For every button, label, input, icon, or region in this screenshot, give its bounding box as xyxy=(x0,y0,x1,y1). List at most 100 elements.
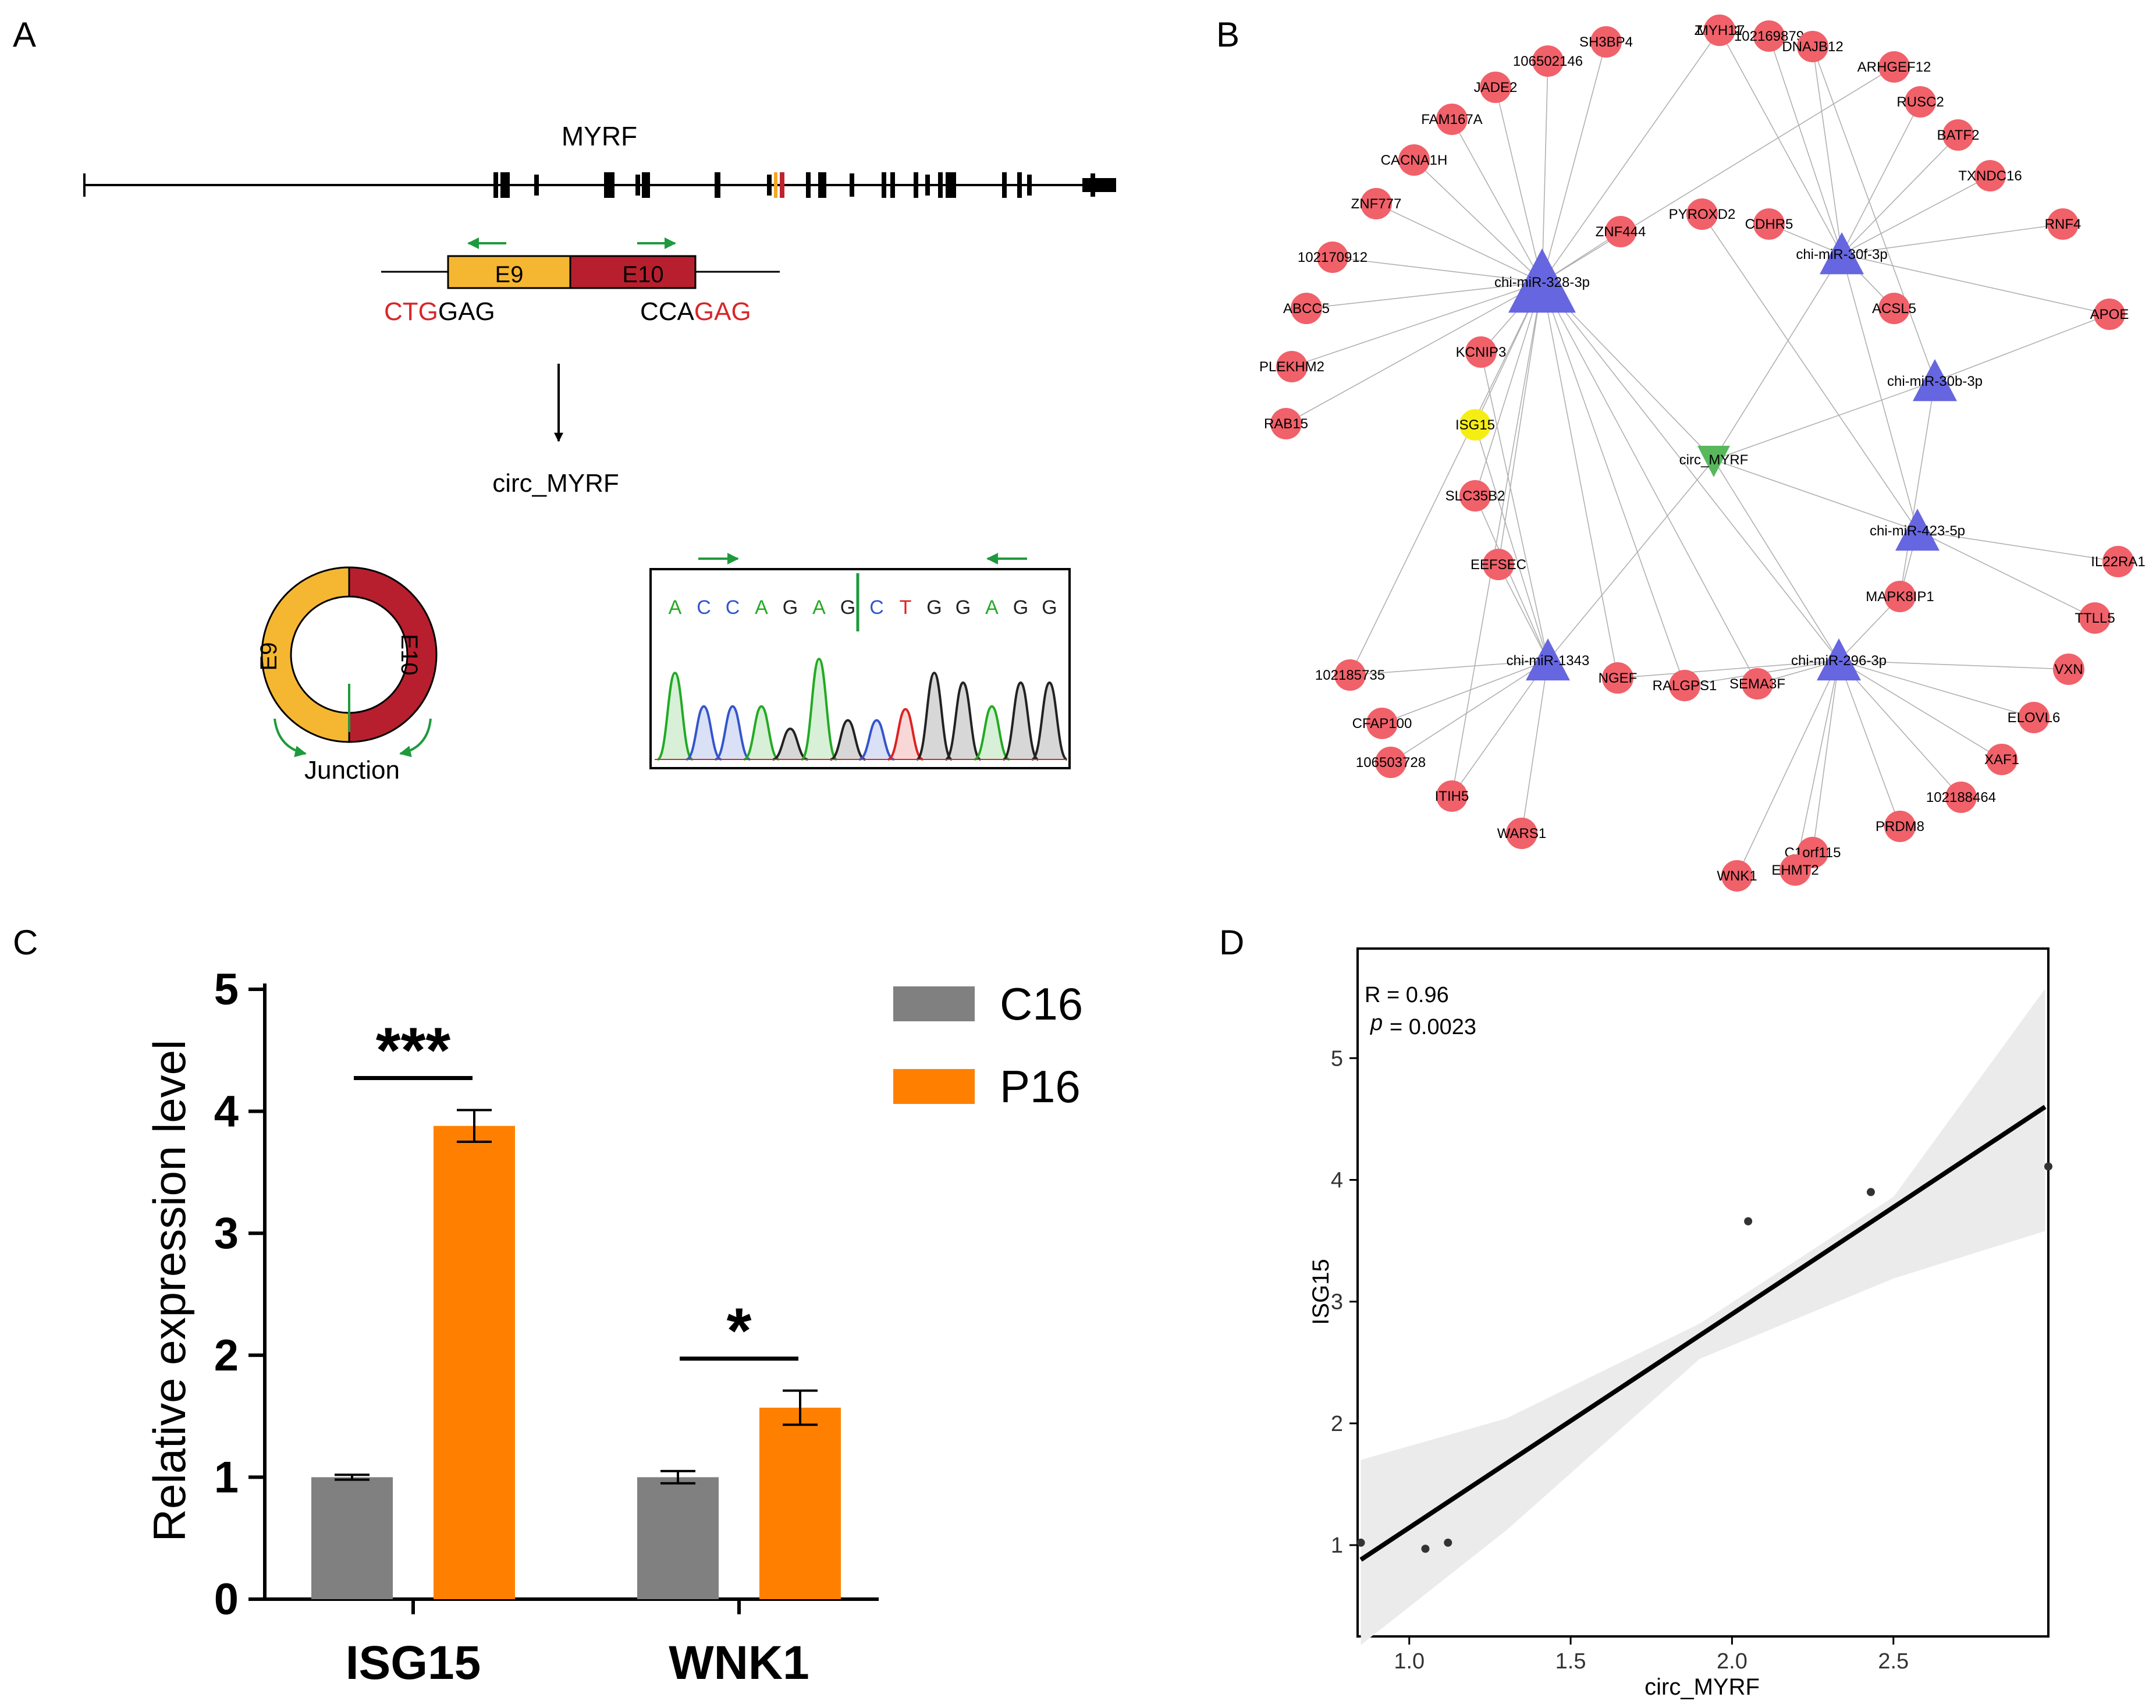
network-edge xyxy=(1390,660,1548,763)
panel-c: 0 1 2 3 4 5 Relative expression level ISG15 *** W… xyxy=(144,965,1083,1689)
gene-label: IL22RA1 xyxy=(2091,554,2145,570)
base-call: A xyxy=(985,596,999,619)
gene-label: 106502146 xyxy=(1513,54,1583,69)
significance-label: * xyxy=(727,1295,752,1367)
base-call: A xyxy=(755,596,768,619)
chrom-peak xyxy=(801,658,837,761)
base-call: G xyxy=(1013,596,1028,619)
base-call: G xyxy=(783,596,798,619)
mirna-label: chi-miR-30f-3p xyxy=(1796,247,1887,262)
gene-node xyxy=(1753,20,1785,52)
gene-node xyxy=(1669,670,1700,701)
seq-left-black: GAG xyxy=(438,297,495,326)
chrom-peak xyxy=(916,672,953,761)
network-edge xyxy=(1475,282,1543,496)
gene-node xyxy=(1605,216,1636,247)
gene-node xyxy=(2053,654,2084,685)
seq-right: CCAGAG xyxy=(640,297,751,326)
network-edge xyxy=(1812,46,1935,382)
network-edge xyxy=(1451,282,1543,797)
gene-node xyxy=(1753,208,1785,240)
network-edge xyxy=(1541,282,1758,684)
data-point xyxy=(1356,1538,1365,1547)
legend-label: P16 xyxy=(1000,1061,1081,1112)
gene-node xyxy=(1483,549,1514,580)
fit-line xyxy=(1359,1105,2047,1562)
network-edge xyxy=(1349,282,1543,676)
network-edge xyxy=(1838,660,1901,827)
gene-label: SLC35B2 xyxy=(1445,488,1505,504)
network-edge xyxy=(1617,660,1839,679)
mirna-label: chi-miR-1343 xyxy=(1507,653,1590,669)
base-call: G xyxy=(926,596,942,619)
chrom-peak xyxy=(858,719,895,761)
gene-label: ITIH5 xyxy=(1435,789,1469,804)
network-edge xyxy=(1719,30,1842,255)
gene-node xyxy=(1878,293,1910,324)
network-edge xyxy=(1841,101,1921,255)
gene-label: 102170912 xyxy=(1298,250,1368,265)
y-tick-label: 4 xyxy=(214,1087,239,1137)
gene-node xyxy=(1602,662,1633,694)
gene-node xyxy=(1334,659,1366,691)
network-edge xyxy=(1841,223,2063,255)
chrom-peak xyxy=(772,727,808,761)
network-edge xyxy=(1547,459,1714,661)
gene-node xyxy=(1398,144,1430,176)
base-call: A xyxy=(669,596,682,619)
network-edge xyxy=(1838,660,2069,670)
gene-label: 102188464 xyxy=(1926,790,1996,805)
gene-label: RALGPS1 xyxy=(1653,678,1717,694)
gene-label: ARHGEF12 xyxy=(1857,59,1931,75)
chrom-peak xyxy=(685,705,722,761)
seq-left-red: CTG xyxy=(384,297,438,326)
network-edge xyxy=(1541,282,1618,679)
exon9-box xyxy=(447,255,571,289)
network-edge xyxy=(1285,282,1543,424)
mirna-label: chi-miR-423-5p xyxy=(1870,523,1965,539)
network-edge xyxy=(1381,660,1548,724)
panel-d: 1.0 1.5 2.0 2.5 1 2 3 4 5 circ_MYRF ISG15 R = 0.96 p… xyxy=(1308,947,2052,1700)
gene-label: FAM167A xyxy=(1421,112,1482,127)
gene-node xyxy=(1945,782,1977,813)
base-call: G xyxy=(840,596,855,619)
gene-node xyxy=(1780,854,1811,886)
network-edge xyxy=(1291,282,1543,367)
y-tick-label: 4 xyxy=(1331,1168,1343,1192)
chrom-peak xyxy=(743,705,780,761)
gene-label: ABCC5 xyxy=(1283,301,1330,317)
network-edge xyxy=(1541,282,1685,686)
gene-node xyxy=(1436,780,1468,812)
y-tick-label: 1 xyxy=(214,1453,239,1502)
y-tick-label: 2 xyxy=(1331,1412,1343,1436)
gene-node xyxy=(2018,702,2050,733)
network-edge xyxy=(1713,381,1935,460)
circ-label: circ_MYRF xyxy=(492,469,619,498)
gene-node xyxy=(1590,26,1622,58)
gene-node xyxy=(1942,119,1974,151)
panel-letter-d: D xyxy=(1219,923,1244,962)
gene-node xyxy=(2094,299,2125,330)
junction-label: Junction xyxy=(304,756,400,784)
network-edge xyxy=(1736,660,1839,876)
gene-node xyxy=(1884,811,1916,842)
network-edge xyxy=(1495,87,1543,283)
chrom-peak xyxy=(944,681,982,761)
gene-node xyxy=(1436,104,1468,135)
gene-label: XAF1 xyxy=(1984,752,2019,768)
mirna-node xyxy=(1913,359,1957,402)
base-call: C xyxy=(869,596,884,619)
data-point xyxy=(1421,1544,1430,1553)
network-edge xyxy=(1812,46,1842,255)
network-edge xyxy=(1413,159,1543,283)
gene-node xyxy=(1742,668,1773,699)
gene-node xyxy=(1506,818,1537,849)
gene-label: NGEF xyxy=(1599,670,1638,686)
bar-p16-isg15 xyxy=(434,1125,515,1599)
gene-node xyxy=(1532,45,1564,77)
gene-label: RNF4 xyxy=(2045,216,2082,232)
x-axis-label: circ_MYRF xyxy=(1644,1674,1760,1700)
y-tick-label: 5 xyxy=(1331,1046,1343,1071)
gene-label: JADE2 xyxy=(1474,80,1518,95)
